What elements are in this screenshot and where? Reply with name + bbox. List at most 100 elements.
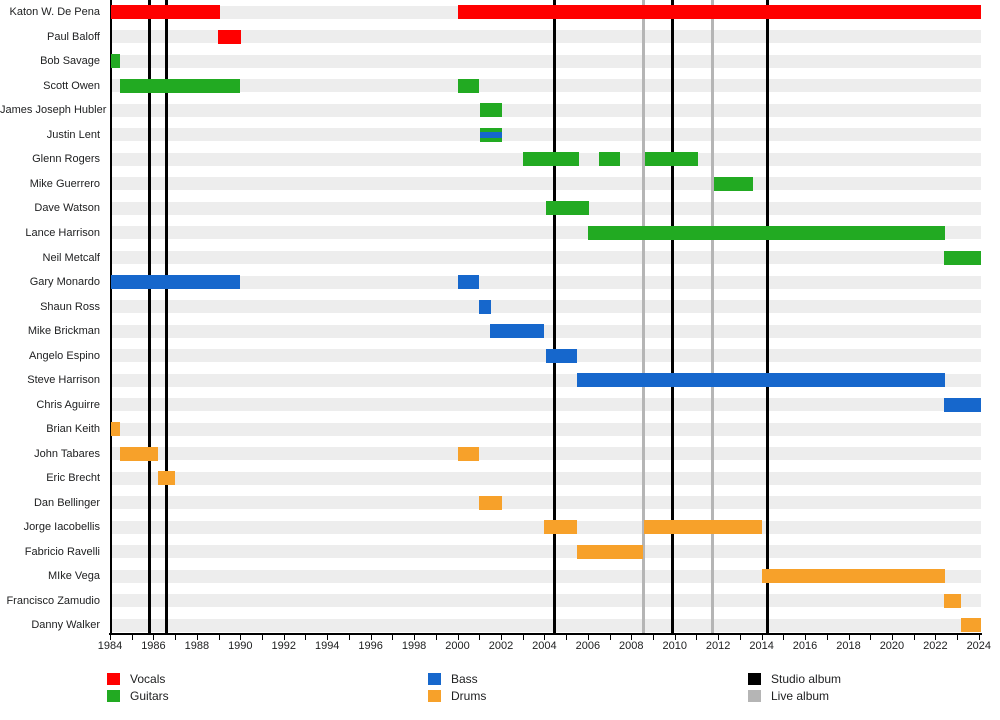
x-axis-tick-label: 1994 [314, 640, 340, 652]
member-label: Scott Owen [43, 79, 100, 92]
member-stint-bar-drums [761, 569, 946, 584]
member-label: Bob Savage [40, 55, 100, 68]
legend-swatch-vocals [107, 673, 120, 685]
x-axis-tick [153, 635, 155, 640]
member-label: Paul Baloff [46, 30, 100, 43]
x-axis-tick-label: 2000 [445, 640, 470, 652]
member-stint-bar-guitars [522, 152, 580, 167]
member-label: Francisco Zamudio [6, 594, 100, 607]
member-stint-bar-drums [544, 520, 577, 535]
member-label: Dave Watson [34, 202, 100, 215]
member-stint-bar-vocals [111, 5, 220, 20]
member-row-track [110, 275, 981, 289]
member-row-track [110, 128, 981, 142]
member-row-track [110, 496, 981, 510]
member-label: MIke Vega [48, 570, 100, 583]
member-stint-bar-bass [457, 275, 480, 290]
member-row-track [110, 324, 981, 338]
member-label: Justin Lent [46, 128, 100, 141]
member-label: Jorge Iacobellis [23, 521, 100, 534]
x-axis-tick-label: 2006 [575, 640, 601, 652]
chart-legend: Vocals Guitars Bass Drums Studio album Live a… [0, 665, 1000, 720]
member-row-track [110, 594, 981, 608]
x-axis-tick-label: 2008 [619, 640, 644, 652]
x-axis-tick [370, 635, 372, 640]
x-axis-tick [783, 635, 785, 640]
member-stint-bar-drums [157, 471, 176, 486]
x-axis-tick [457, 635, 459, 640]
studio-album-line [671, 0, 675, 633]
legend-label: Drums [451, 689, 487, 703]
x-axis-tick [566, 635, 568, 640]
x-axis-line [109, 633, 982, 635]
member-stint-bar-vocals [457, 5, 981, 20]
x-axis-tick [175, 635, 177, 640]
member-label: Eric Brecht [46, 472, 100, 485]
y-axis-line [110, 0, 112, 633]
x-axis-tick [913, 635, 915, 640]
x-axis-tick-label: 2004 [532, 640, 557, 652]
x-axis-tick [131, 635, 133, 640]
x-axis-tick-label: 2016 [792, 640, 818, 652]
member-label: John Tabares [34, 447, 100, 460]
member-stint-bar-drums [457, 446, 480, 461]
member-label: Katon W. De Pena [9, 6, 101, 19]
x-axis-tick [218, 635, 220, 640]
legend-swatch-studio_album [748, 673, 761, 685]
member-label: Glenn Rogers [32, 153, 100, 166]
member-row-track [110, 447, 981, 461]
legend-label: Vocals [130, 672, 166, 686]
legend-swatch-guitars [107, 690, 120, 702]
member-stint-bar-bass [479, 299, 492, 314]
x-axis-tick-label: 2024 [966, 640, 992, 652]
member-label: Chris Aguirre [36, 398, 100, 411]
member-stint-bar-guitars [119, 78, 241, 93]
member-stint-bar-drums [644, 520, 762, 535]
member-stint-bar-guitars [457, 78, 480, 93]
member-row-track [110, 300, 981, 314]
timeline-plot-area [110, 0, 981, 633]
x-axis-tick [522, 635, 524, 640]
x-axis-tick [196, 635, 198, 640]
x-axis-tick-label: 1986 [141, 640, 166, 652]
member-label: Shaun Ross [40, 300, 100, 313]
x-axis-tick [327, 635, 329, 640]
x-axis-tick-label: 2002 [488, 640, 514, 652]
member-stint-bar-bass [576, 373, 946, 388]
x-axis-tick [587, 635, 589, 640]
member-row-track [110, 79, 981, 93]
live-album-line [641, 0, 645, 633]
member-stint-bar-guitars [944, 250, 981, 265]
member-stint-bar-guitars [713, 176, 753, 191]
member-stint-bar-bass [545, 348, 577, 363]
x-axis-tick [935, 635, 937, 640]
x-axis-tick-label: 1988 [184, 640, 210, 652]
x-axis-tick [262, 635, 264, 640]
studio-album-line [165, 0, 169, 633]
x-axis-tick-label: 1996 [358, 640, 383, 652]
x-axis-tick-label: 1984 [97, 640, 123, 652]
member-label: James Joseph Hubler [0, 104, 107, 117]
studio-album-line [765, 0, 769, 633]
member-row-track [110, 251, 981, 264]
x-axis-tick [283, 635, 285, 640]
member-label: Gary Monardo [29, 276, 100, 289]
x-axis-tick [653, 635, 655, 640]
member-row-track [110, 54, 981, 68]
member-row-track [110, 545, 981, 559]
member-stint-bar-drums [944, 593, 962, 608]
x-axis-tick [500, 635, 502, 640]
x-axis-tick [870, 635, 872, 640]
x-axis-tick-label: 2010 [662, 640, 687, 652]
studio-album-line [148, 0, 152, 633]
x-axis-tick [826, 635, 828, 640]
member-label: Neil Metcalf [42, 251, 100, 264]
member-stint-bar-drums [576, 544, 644, 559]
x-axis-tick [544, 635, 546, 640]
x-axis-tick [631, 635, 633, 640]
member-row-track [110, 422, 981, 436]
x-axis-tick [848, 635, 850, 640]
x-axis-tick [761, 635, 763, 640]
x-axis-tick [718, 635, 720, 640]
